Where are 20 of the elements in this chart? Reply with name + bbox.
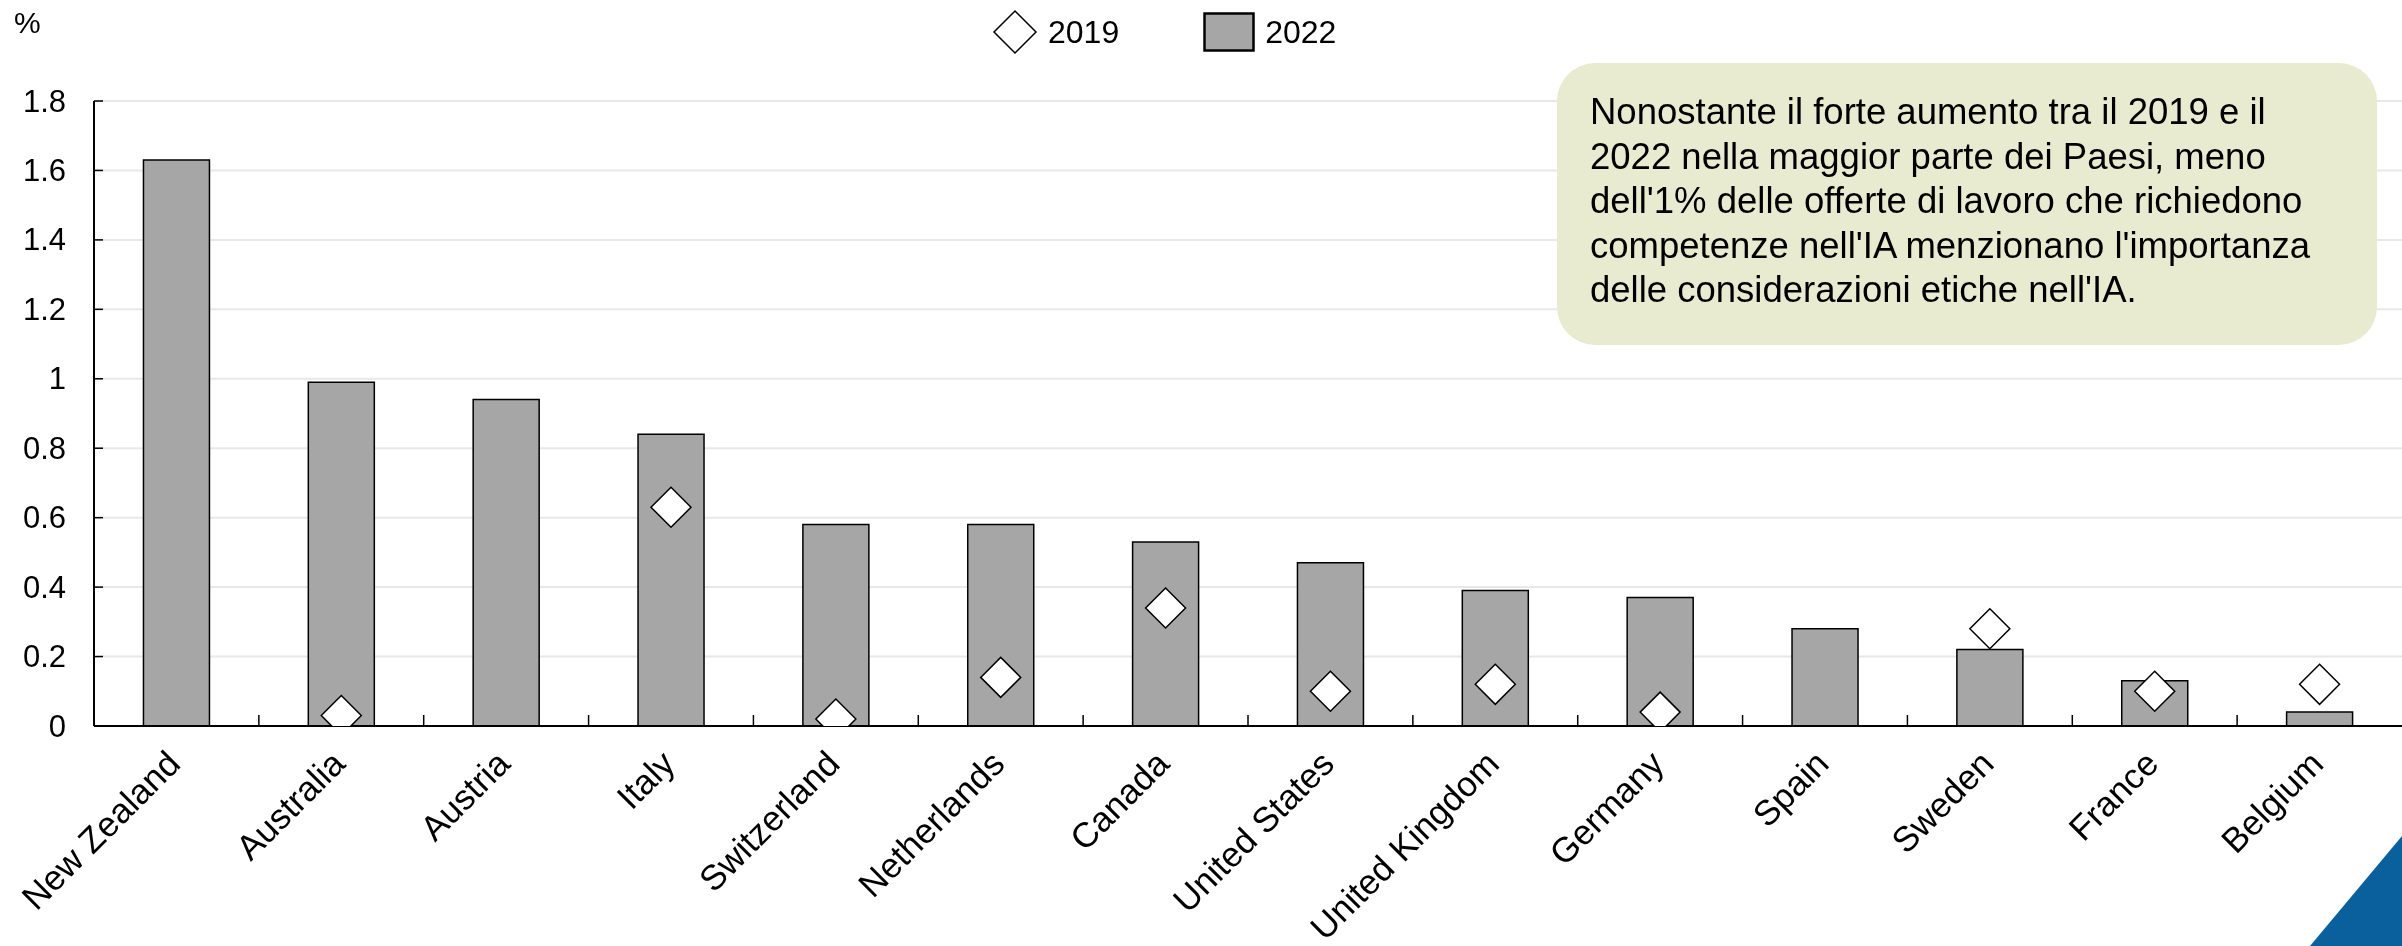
y-tick-label: 1.6	[22, 152, 66, 188]
point	[1309, 670, 1352, 713]
point	[979, 656, 1022, 699]
legend-label: 2019	[1048, 13, 1120, 51]
y-tick-label: 1	[48, 361, 66, 397]
y-tick-label: 0	[48, 708, 66, 744]
y-tick-label: 1.2	[22, 291, 66, 327]
legend-label: 2022	[1265, 13, 1337, 51]
point	[1144, 587, 1187, 629]
point	[650, 486, 692, 528]
y-axis-title: %	[14, 6, 41, 40]
annotation: Nonostante il forte aumento tra il 2019 e il 2022 nella maggior parte dei Paesi, meno dell'1% delle offerte di lavoro che richiedono competenze nell'IA menzionano l'importanza delle considerazioni etiche nell'IA.	[1557, 63, 2377, 345]
point	[1474, 663, 1517, 706]
y-tick-label: 1.4	[22, 222, 66, 258]
y-tick-label: 0.8	[22, 430, 66, 466]
y-tick-label: 0.6	[22, 500, 66, 536]
x-tick-label: Italy	[608, 742, 683, 817]
y-tick-label: 1.8	[22, 83, 66, 119]
y-tick-label: 0.2	[22, 639, 66, 675]
y-tick-label: 0.4	[22, 569, 66, 605]
